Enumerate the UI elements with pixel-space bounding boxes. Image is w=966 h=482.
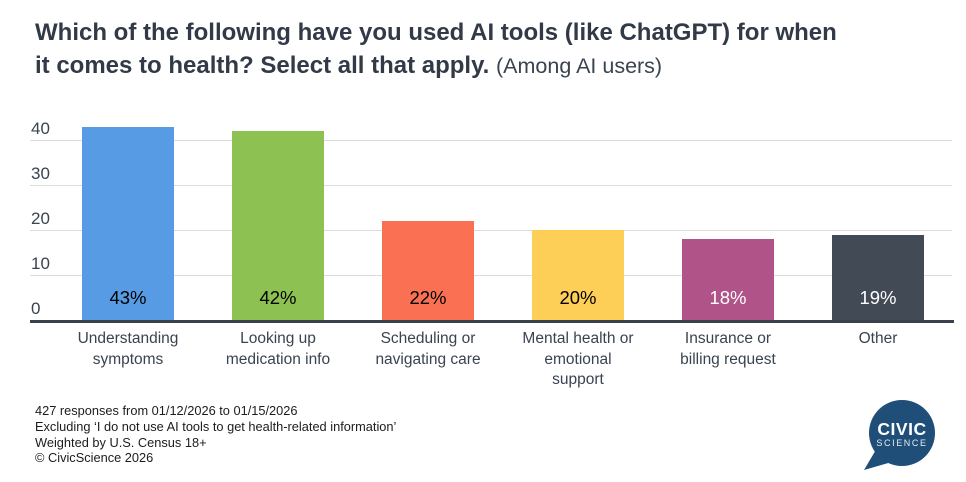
x-axis-label-other: Other (803, 329, 953, 350)
chart-title: Which of the following have you used AI … (35, 16, 960, 83)
x-axis-label-line: Looking up (240, 330, 316, 347)
x-axis-label-looking-up-medication-info: Looking up medication info (203, 329, 353, 370)
bar-scheduling-or-navigating-care (382, 221, 474, 320)
bar-mental-health-or-emotional-support (532, 230, 624, 320)
bar-looking-up-medication-info (232, 131, 324, 320)
y-axis-tick-40: 40 (31, 119, 50, 138)
chart-title-line1: Which of the following have you used AI … (35, 19, 837, 46)
y-axis-tick-30: 30 (31, 164, 50, 183)
bar-value-mental-health-or-emotional-support: 20% (559, 287, 597, 308)
gridline-10 (30, 275, 952, 276)
y-axis-tick-0: 0 (31, 299, 41, 318)
x-axis-label-line: billing request (680, 350, 776, 368)
x-axis-label-insurance-or-billing-request: Insurance or billing request (653, 329, 803, 370)
x-axis-label-line: Insurance or (684, 330, 772, 347)
footnote-copyright: © CivicScience 2026 (35, 450, 154, 466)
x-axis-label-understanding-symptoms: Understanding symptoms (53, 329, 203, 370)
chart-title-line2: it comes to health? Select all that appl… (35, 52, 663, 79)
x-axis-label-line: Mental health or (522, 330, 634, 347)
bar-understanding-symptoms (82, 126, 174, 320)
gridline-20 (30, 230, 952, 231)
bar-value-scheduling-or-navigating-care: 22% (409, 287, 447, 308)
bar-other (832, 234, 924, 320)
x-axis-label-line: navigating care (375, 350, 481, 368)
y-axis-tick-20: 20 (31, 209, 50, 228)
x-axis-label-line: support (552, 371, 604, 388)
x-axis-label-line: medication info (225, 350, 331, 368)
footnote-weighting: Weighted by U.S. Census 18+ (35, 434, 207, 450)
x-axis-label-line: Other (858, 330, 898, 347)
logo-bubble-icon (869, 400, 935, 466)
logo-bubble-tail (864, 448, 895, 470)
logo-text-civic: CIVIC (877, 419, 926, 439)
x-axis-label-line: symptoms (92, 350, 164, 368)
footnote-exclusion: Excluding ‘I do not use AI tools to get … (35, 418, 397, 434)
chart-subtitle: (Among AI users) (496, 54, 663, 78)
bar-value-other: 19% (859, 287, 897, 308)
y-axis-tick-10: 10 (31, 254, 50, 273)
x-axis-label-line: Understanding (77, 330, 179, 347)
x-axis-label-scheduling-or-navigating-care: Scheduling or navigating care (353, 329, 503, 370)
footnote-responses: 427 responses from 01/12/2026 to 01/15/2… (35, 403, 298, 418)
gridline-30 (30, 185, 952, 186)
x-axis-label-mental-health-or-emotional-support: Mental health or emotional support (503, 329, 653, 391)
logo-text-science: SCIENCE (876, 438, 927, 448)
civicscience-logo: CIVIC SCIENCE (864, 400, 935, 470)
bar-insurance-or-billing-request (682, 239, 774, 320)
footnote-block: 427 responses from 01/12/2026 to 01/15/2… (35, 403, 396, 466)
x-axis-line (30, 320, 954, 323)
bar-value-looking-up-medication-info: 42% (259, 287, 297, 308)
gridline-40 (30, 140, 952, 141)
x-axis-label-line: emotional (544, 350, 612, 368)
x-axis-label-line: Scheduling or (380, 330, 476, 347)
bar-value-understanding-symptoms: 43% (109, 287, 147, 308)
bar-value-insurance-or-billing-request: 18% (709, 287, 747, 308)
